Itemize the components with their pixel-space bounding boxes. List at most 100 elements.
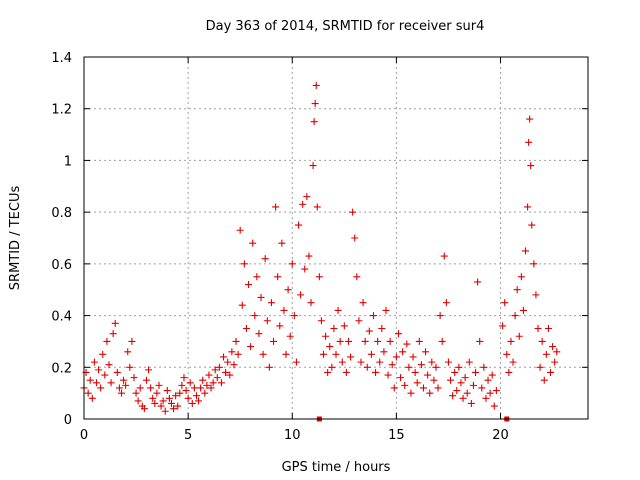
data-point <box>372 368 380 376</box>
data-point <box>419 384 427 392</box>
data-point <box>511 312 519 320</box>
data-point <box>519 306 527 314</box>
data-point <box>228 348 236 356</box>
data-point <box>436 312 444 320</box>
data-point <box>455 363 463 371</box>
data-point <box>299 200 307 208</box>
data-point <box>259 350 267 358</box>
data-point <box>163 387 171 395</box>
data-point <box>542 350 550 358</box>
data-point <box>272 203 280 211</box>
data-point <box>305 252 313 260</box>
data-point <box>147 384 155 392</box>
data-point <box>213 374 221 382</box>
y-tick-label: 0 <box>64 413 72 428</box>
data-point <box>340 322 348 330</box>
data-point <box>549 343 557 351</box>
data-point <box>513 286 521 294</box>
data-point <box>176 389 184 397</box>
data-point <box>538 337 546 345</box>
data-point <box>209 379 217 387</box>
data-point <box>499 322 507 330</box>
data-point <box>528 221 536 229</box>
data-point <box>380 348 388 356</box>
data-point <box>532 291 540 299</box>
data-point <box>527 162 535 170</box>
data-point <box>136 384 144 392</box>
data-point <box>245 281 253 289</box>
data-point <box>182 387 190 395</box>
data-point <box>478 384 486 392</box>
data-point <box>355 317 363 325</box>
data-point <box>440 252 448 260</box>
data-point <box>322 332 330 340</box>
data-point <box>369 312 377 320</box>
data-point <box>97 384 105 392</box>
data-point <box>401 381 409 389</box>
y-axis-label: SRMTID / TECUs <box>8 186 23 291</box>
x-tick-label: 5 <box>184 428 192 443</box>
data-point <box>459 394 467 402</box>
data-point <box>453 387 461 395</box>
data-point <box>432 363 440 371</box>
data-point <box>544 325 552 332</box>
data-point <box>311 100 319 108</box>
data-point <box>525 138 533 146</box>
data-point <box>403 340 411 348</box>
data-point <box>284 286 292 294</box>
x-tick-label: 20 <box>492 428 509 443</box>
data-point <box>292 358 300 366</box>
data-point <box>376 358 384 366</box>
data-point <box>405 363 413 371</box>
data-point <box>330 325 338 332</box>
data-point <box>463 389 471 397</box>
data-point <box>363 363 371 371</box>
y-tick-label: 0.6 <box>51 258 72 273</box>
data-point <box>357 358 365 366</box>
data-point <box>326 343 334 351</box>
data-point <box>530 260 538 268</box>
data-point <box>157 402 165 410</box>
data-point <box>449 392 457 400</box>
data-point <box>524 203 532 211</box>
data-point <box>515 332 523 340</box>
data-point <box>207 384 215 392</box>
data-point <box>167 399 175 407</box>
data-point <box>394 330 402 338</box>
data-point <box>122 381 130 389</box>
data-point <box>172 392 180 400</box>
data-point <box>469 381 477 389</box>
data-point <box>226 371 234 379</box>
data-point <box>484 376 492 384</box>
data-point <box>551 358 559 366</box>
data-point <box>247 343 255 351</box>
data-point <box>195 397 203 405</box>
data-point <box>236 226 244 234</box>
data-point <box>161 407 169 415</box>
data-point <box>95 366 103 374</box>
data-point <box>132 389 140 397</box>
data-point <box>174 402 182 410</box>
data-point <box>297 291 305 299</box>
data-point <box>324 368 332 376</box>
data-point <box>215 363 223 371</box>
data-point <box>417 361 425 369</box>
data-point <box>315 273 323 281</box>
data-point <box>509 358 517 366</box>
data-point <box>313 203 321 211</box>
data-point <box>334 306 342 314</box>
data-point <box>105 361 113 369</box>
data-point <box>480 363 488 371</box>
data-point <box>130 374 138 382</box>
data-point <box>451 368 459 376</box>
data-point <box>351 234 359 242</box>
data-point <box>536 363 544 371</box>
data-point <box>188 399 196 407</box>
y-tick-labels: 0 0.2 0.4 0.6 0.8 1 1.2 1.4 <box>51 51 72 428</box>
data-point <box>159 397 167 405</box>
data-point <box>428 358 436 366</box>
data-point <box>263 317 271 325</box>
data-point <box>286 332 294 340</box>
data-point <box>149 394 157 402</box>
